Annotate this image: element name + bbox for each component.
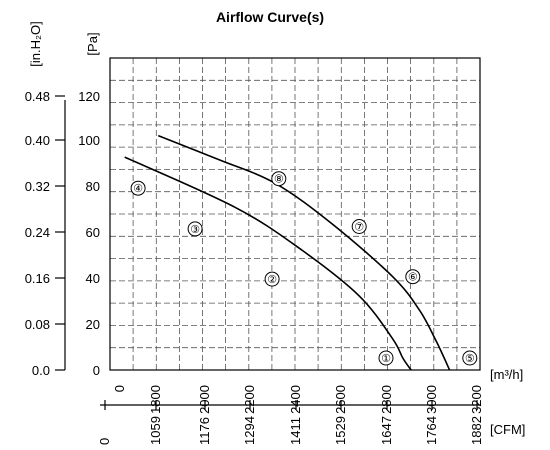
x-tick-label-primary: 0 <box>112 385 127 392</box>
y-tick-label-primary: 40 <box>86 271 100 286</box>
x-tick-label-primary: 1800 <box>148 385 163 414</box>
marker-label: ① <box>381 353 391 365</box>
x-tick-label-secondary: 1882 <box>469 416 484 445</box>
x-tick-label-secondary: 1059 <box>148 416 163 445</box>
marker-circle <box>462 350 478 366</box>
marker-circle <box>271 171 287 187</box>
curve-marker: ③ <box>187 221 203 237</box>
x-tick-label-secondary: 1411 <box>288 417 303 445</box>
x-tick-label-secondary: 1529 <box>333 416 348 445</box>
curve-marker: ⑤ <box>462 350 478 366</box>
marker-label: ⑥ <box>408 272 418 284</box>
axes <box>64 100 480 406</box>
y-tick-label-secondary: 0.08 <box>25 317 50 332</box>
y-tick-label-secondary: 0.24 <box>25 225 50 240</box>
x-tick-label-secondary: 1176 <box>197 417 212 445</box>
curve-marker: ⑥ <box>405 269 421 285</box>
y-tick-label-primary: 0 <box>93 363 100 378</box>
x-tick-label-primary: 2800 <box>379 385 394 414</box>
chart-title: Airflow Curve(s) <box>216 9 324 25</box>
y-unit-secondary-label: [in.H₂O] <box>28 21 43 67</box>
curve-marker: ② <box>264 271 280 287</box>
x-tick-label-primary: 2000 <box>197 385 212 414</box>
x-tick-label-primary: 2600 <box>333 385 348 414</box>
marker-circle <box>351 219 367 234</box>
x-tick-label-secondary: 1647 <box>379 416 394 445</box>
marker-label: ② <box>267 274 277 286</box>
y-tick-label-primary: 120 <box>78 89 100 104</box>
curve-marker: ⑧ <box>271 171 287 187</box>
y-tick-label-primary: 100 <box>78 133 100 148</box>
x-tick-label-primary: 3200 <box>469 385 484 414</box>
marker-circle <box>264 271 280 287</box>
curve-2 <box>157 134 451 371</box>
x-tick-label-secondary: 1764 <box>424 416 439 445</box>
marker-circle <box>187 221 203 237</box>
marker-circle <box>378 350 394 366</box>
marker-label: ⑦ <box>354 222 364 234</box>
marker-circle <box>405 269 421 285</box>
y-tick-label-secondary: 0.40 <box>25 133 50 148</box>
marker-label: ⑤ <box>465 353 475 365</box>
x-tick-label-primary: 2400 <box>288 385 303 414</box>
tick-labels: 0 20 40 60 80 100 120 0.0 0.08 0.16 0.24 0.32 0.40 0.… <box>25 89 484 445</box>
x-tick-label-primary: 3000 <box>424 385 439 414</box>
y-unit-primary-label: [Pa] <box>85 32 100 55</box>
y-tick-label-secondary: 0.16 <box>25 271 50 286</box>
x-tick-label-primary: 2200 <box>242 385 257 414</box>
y-tick-label-primary: 60 <box>86 225 100 240</box>
x-tick-label-secondary: 0 <box>97 438 112 445</box>
plot-frame <box>109 57 481 371</box>
curve-1 <box>124 156 412 371</box>
marker-label: ④ <box>133 183 143 195</box>
curves <box>124 134 451 371</box>
curve-marker: ④ <box>130 180 146 196</box>
marker-label: ③ <box>190 224 200 236</box>
x-unit-secondary-label: [CFM] <box>490 422 525 437</box>
y-tick-label-secondary: 0.32 <box>25 179 50 194</box>
curve-marker: ⑦ <box>351 219 367 234</box>
x-unit-primary-label: [m³/h] <box>490 367 523 382</box>
y-tick-label-primary: 80 <box>86 179 100 194</box>
curve-markers: ① ② ③ ④ ⑤ ⑥ ⑦ ⑧ <box>130 171 478 366</box>
x-tick-label-secondary: 1294 <box>242 416 257 445</box>
curve-marker: ① <box>378 350 394 366</box>
y-tick-label-secondary: 0.0 <box>32 363 50 378</box>
marker-label: ⑧ <box>274 174 284 186</box>
y-tick-label-secondary: 0.48 <box>25 89 50 104</box>
grid <box>109 57 481 371</box>
y-tick-label-primary: 20 <box>86 317 100 332</box>
marker-circle <box>130 180 146 196</box>
